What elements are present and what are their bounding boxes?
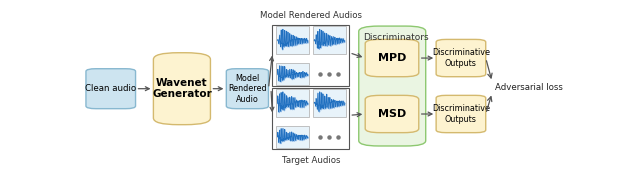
- Text: Model Rendered Audios: Model Rendered Audios: [260, 11, 362, 20]
- FancyBboxPatch shape: [227, 69, 269, 109]
- Bar: [273, 88, 349, 149]
- FancyBboxPatch shape: [154, 53, 211, 125]
- Bar: [276, 89, 309, 117]
- Text: Clean audio: Clean audio: [85, 84, 136, 93]
- Text: MPD: MPD: [378, 53, 406, 63]
- Bar: [276, 63, 309, 85]
- FancyBboxPatch shape: [365, 95, 419, 133]
- Text: Discriminators: Discriminators: [363, 33, 428, 42]
- Text: Model
Rendered
Audio: Model Rendered Audio: [228, 74, 267, 104]
- Text: Target Audios: Target Audios: [282, 156, 340, 165]
- Bar: [273, 25, 349, 86]
- FancyBboxPatch shape: [365, 39, 419, 77]
- Text: Discriminative
Outputs: Discriminative Outputs: [432, 104, 490, 124]
- Text: Wavenet
Generator: Wavenet Generator: [152, 78, 212, 99]
- Text: MSD: MSD: [378, 109, 406, 119]
- FancyBboxPatch shape: [436, 39, 486, 77]
- FancyBboxPatch shape: [436, 95, 486, 133]
- Bar: [312, 26, 346, 54]
- FancyBboxPatch shape: [86, 69, 136, 109]
- Bar: [312, 89, 346, 117]
- Bar: [276, 126, 309, 148]
- FancyBboxPatch shape: [359, 26, 426, 146]
- Bar: [276, 26, 309, 54]
- Text: Adversarial loss: Adversarial loss: [495, 83, 563, 92]
- Text: Discriminative
Outputs: Discriminative Outputs: [432, 48, 490, 68]
